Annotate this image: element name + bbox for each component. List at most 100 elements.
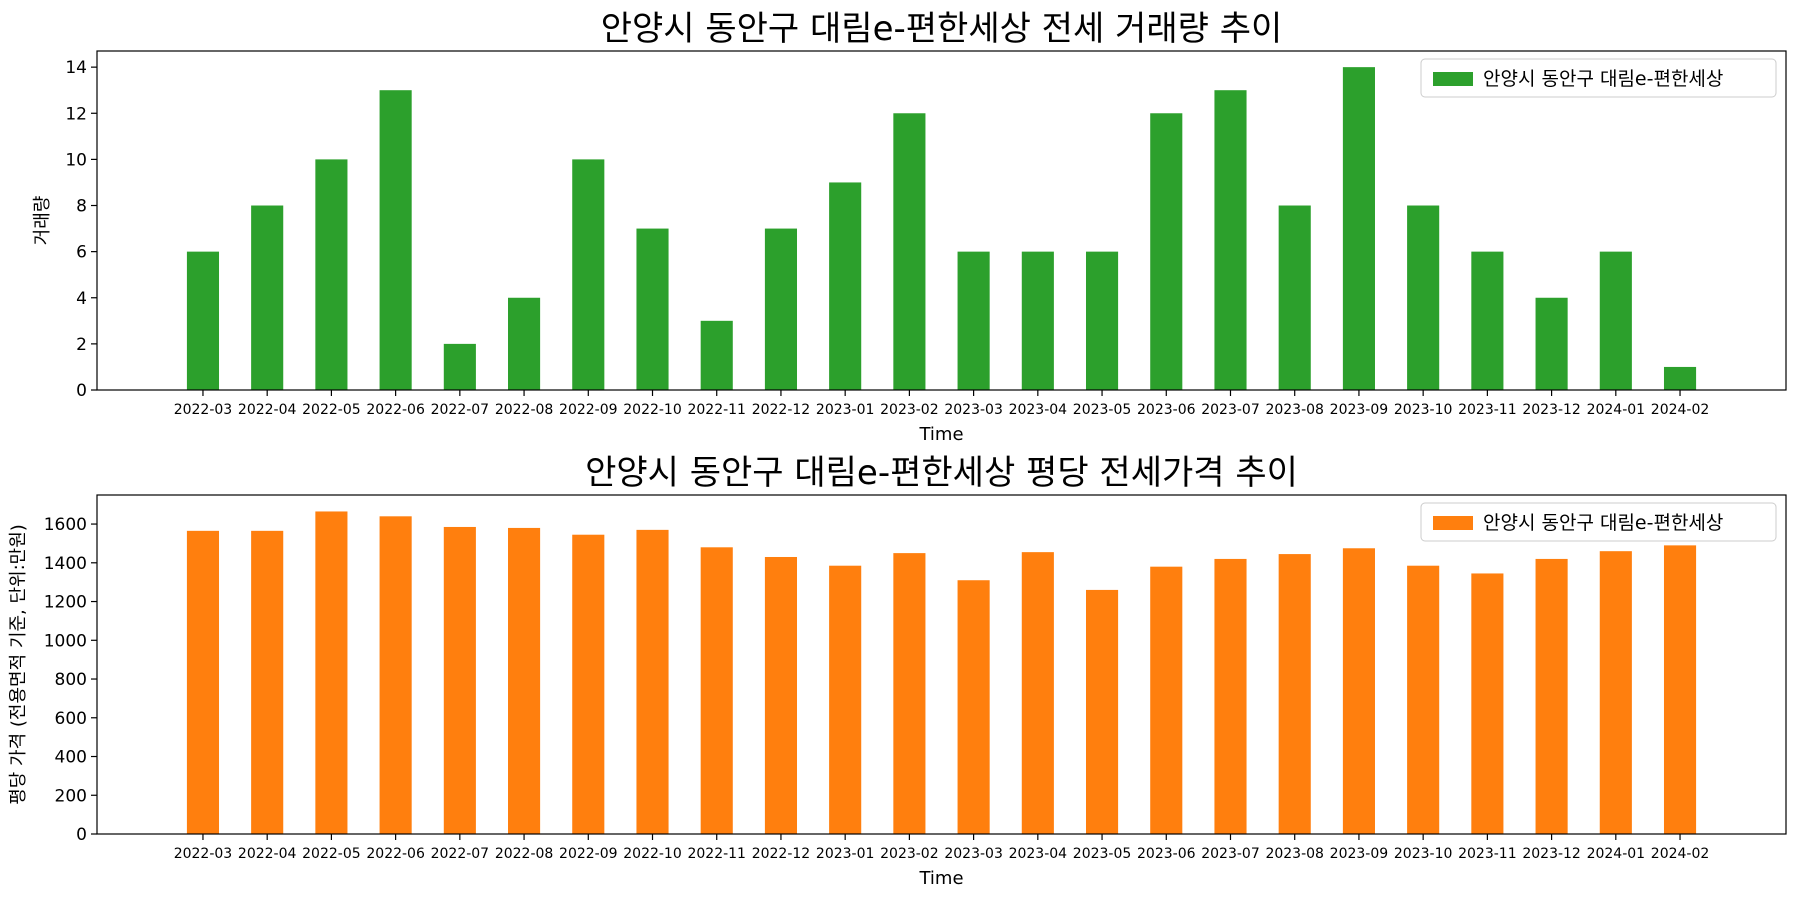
x-tick-label: 2023-02 (880, 402, 939, 418)
bar (379, 90, 412, 391)
y-tick-label: 12 (65, 104, 87, 124)
y-tick-label: 6 (76, 243, 87, 263)
x-tick-label: 2022-10 (623, 402, 682, 418)
bar (1342, 67, 1375, 391)
bar (636, 529, 669, 834)
bar (572, 159, 605, 390)
bar (829, 565, 862, 834)
plot-frame (96, 494, 1787, 835)
y-tick-label: 10 (65, 150, 87, 170)
bar (251, 530, 284, 834)
x-tick-label: 2022-06 (366, 846, 425, 862)
x-tick-label: 2023-02 (880, 846, 939, 862)
bar (1471, 573, 1504, 834)
chart-1: 안양시 동안구 대림e-편한세상 전세 거래량 추이 0 2 4 6 8 10 12 14 202… (32, 9, 1787, 445)
x-tick-label: 2023-08 (1265, 846, 1324, 862)
bar (764, 556, 798, 834)
x-tick-label: 2023-07 (1201, 846, 1260, 862)
bar (1599, 551, 1632, 834)
x-tick-label: 2023-03 (944, 402, 1003, 418)
chart-title: 안양시 동안구 대림e-편한세상 전세 거래량 추이 (601, 9, 1283, 49)
x-tick-label: 2024-02 (1651, 402, 1710, 418)
x-tick-label: 2022-04 (238, 846, 297, 862)
bar (1021, 552, 1054, 834)
y-tick-label: 200 (55, 786, 87, 806)
x-tick-label: 2022-03 (174, 846, 233, 862)
bar (251, 205, 284, 390)
x-tick-label: 2023-10 (1394, 402, 1453, 418)
x-tick-label: 2023-06 (1137, 846, 1196, 862)
x-tick-label: 2022-11 (687, 402, 746, 418)
bar (1407, 565, 1440, 834)
y-tick-label: 1200 (44, 593, 87, 613)
bar (508, 527, 541, 834)
y-tick-label: 600 (55, 709, 87, 729)
legend: 안양시 동안구 대림e-편한세상 (1420, 502, 1777, 542)
chart-2: 안양시 동안구 대림e-편한세상 평당 전세가격 추이 0 200 400 600 800… (8, 453, 1787, 889)
x-tick-label: 2023-05 (1073, 846, 1132, 862)
bar (186, 530, 220, 834)
x-tick-label: 2022-09 (559, 846, 618, 862)
y-tick-label: 2 (76, 335, 87, 355)
x-tick-label: 2022-06 (366, 402, 425, 418)
x-tick-label: 2023-04 (1009, 402, 1068, 418)
y-tick-label: 8 (76, 197, 87, 217)
x-tick-label: 2023-09 (1330, 402, 1389, 418)
bar (1214, 90, 1247, 391)
bar (1535, 297, 1568, 390)
bar (1663, 545, 1697, 834)
bar (1150, 566, 1183, 834)
x-tick-label: 2023-11 (1458, 402, 1517, 418)
x-tick-label: 2023-12 (1522, 402, 1581, 418)
legend-swatch (1433, 72, 1473, 86)
x-tick-label: 2022-05 (302, 402, 361, 418)
y-tick-label: 800 (55, 670, 87, 690)
y-tick-label: 0 (76, 825, 87, 845)
plot-frame (96, 50, 1787, 391)
x-tick-label: 2023-01 (816, 402, 875, 418)
bar (1021, 251, 1054, 390)
y-tick-label: 4 (76, 289, 87, 309)
bar (700, 320, 733, 390)
legend-label: 안양시 동안구 대림e-편한세상 (1483, 68, 1723, 90)
x-tick-label: 2022-07 (431, 846, 490, 862)
bar (829, 182, 862, 390)
x-tick-label: 2022-03 (174, 402, 233, 418)
x-tick-label: 2022-12 (752, 846, 811, 862)
x-tick-label: 2023-04 (1009, 846, 1068, 862)
bar (1407, 205, 1440, 390)
bar (957, 251, 990, 390)
x-tick-label: 2023-06 (1137, 402, 1196, 418)
y-tick-label: 1600 (44, 515, 87, 535)
x-tick-label: 2023-09 (1330, 846, 1389, 862)
bar (379, 516, 412, 834)
bar (1342, 548, 1375, 834)
x-axis-label: Time (918, 424, 963, 445)
x-tick-label: 2022-10 (623, 846, 682, 862)
y-tick-label: 1400 (44, 554, 87, 574)
bar (1535, 558, 1568, 834)
bar (1214, 558, 1247, 834)
x-tick-label: 2023-11 (1458, 846, 1517, 862)
y-axis-label: 거래량 (32, 196, 53, 246)
legend-swatch (1433, 516, 1473, 530)
x-tick-label: 2022-04 (238, 402, 297, 418)
x-tick-label: 2023-12 (1522, 846, 1581, 862)
bar (443, 343, 476, 390)
y-tick-label: 14 (65, 58, 87, 78)
x-tick-label: 2024-02 (1651, 846, 1710, 862)
x-tick-label: 2022-08 (495, 402, 554, 418)
x-tick-label: 2023-05 (1073, 402, 1132, 418)
legend-label: 안양시 동안구 대림e-편한세상 (1483, 512, 1723, 534)
y-tick-label: 400 (55, 748, 87, 768)
bar (1599, 251, 1632, 390)
bar (1085, 251, 1119, 390)
x-tick-label: 2023-01 (816, 846, 875, 862)
chart-title: 안양시 동안구 대림e-편한세상 평당 전세가격 추이 (585, 453, 1298, 493)
x-tick-label: 2024-01 (1587, 846, 1646, 862)
bar (957, 580, 990, 834)
bar (572, 534, 605, 834)
bar (893, 553, 926, 834)
